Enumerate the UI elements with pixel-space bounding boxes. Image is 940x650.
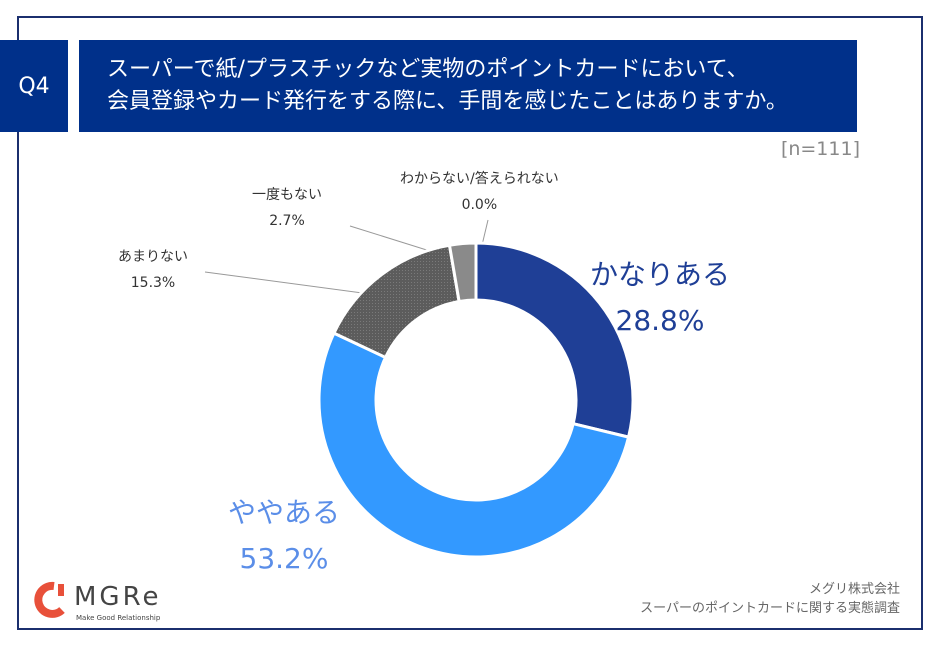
slice-3	[447, 241, 478, 304]
slice-0	[474, 241, 635, 439]
company-name: メグリ株式会社	[808, 582, 900, 597]
label-ichido: 一度もない 2.7%	[252, 187, 322, 229]
label-yaya: ややある 53.2%	[228, 496, 341, 575]
survey-name: スーパーのポイントカードに関する実態調査	[640, 601, 900, 616]
slice-1	[317, 331, 631, 559]
question-number: Q4	[0, 40, 68, 132]
slice-2	[331, 243, 461, 360]
title-line2: 会員登録やカード発行をする際に、手間を感じたことはありますか。	[107, 89, 788, 114]
question-title: スーパーで紙/プラスチックなど実物のポイントカードにおいて、会員登録やカード発行…	[79, 40, 857, 132]
label-kanari: かなりある 28.8%	[590, 258, 731, 337]
label-wakaranai: わからない/答えられない 0.0%	[400, 171, 559, 213]
logo-tagline: Make Good Relationship	[76, 614, 161, 622]
footer-source: メグリ株式会社スーパーのポイントカードに関する実態調査	[640, 580, 900, 618]
logo-mark-icon	[34, 581, 65, 618]
mgre-logo: MGRe Make Good Relationship	[32, 580, 160, 624]
label-amari: あまりない 15.3%	[118, 249, 188, 291]
logo-text: MGRe	[74, 582, 162, 612]
sample-size: [n=111]	[780, 138, 860, 160]
title-line1: スーパーで紙/プラスチックなど実物のポイントカードにおいて、	[107, 57, 749, 82]
frame	[17, 16, 923, 630]
